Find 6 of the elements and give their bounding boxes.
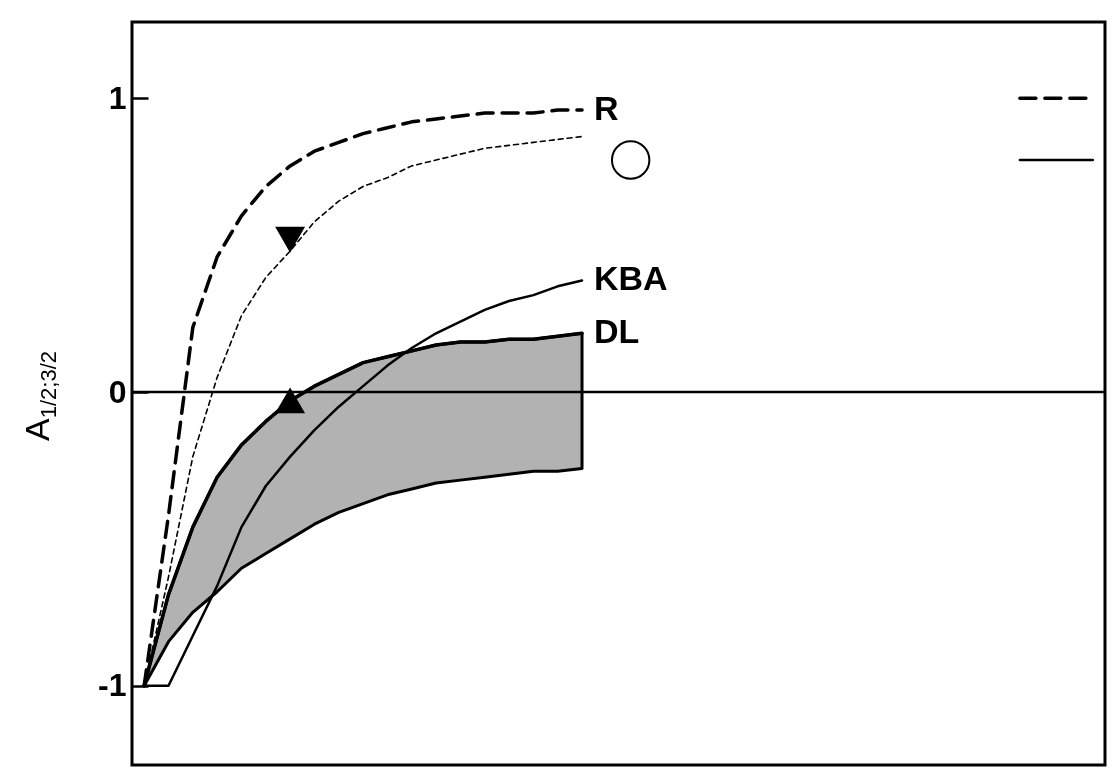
y-tick-label: 0 <box>108 373 127 410</box>
series-label: KBA <box>594 259 668 298</box>
y-tick-label: -1 <box>98 667 127 704</box>
series-label: R <box>594 89 619 128</box>
series-label: DL <box>594 312 640 351</box>
y-tick-label: 1 <box>108 79 127 116</box>
